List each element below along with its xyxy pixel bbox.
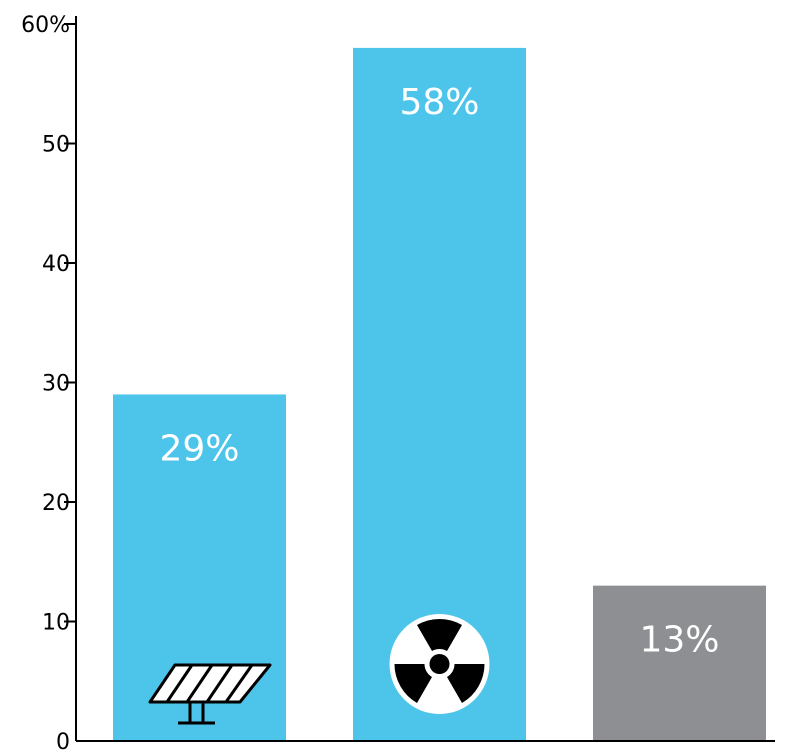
bar-icons-group [148, 614, 490, 725]
y-tick-label: 50 [42, 133, 70, 158]
y-tick-label: 0 [56, 730, 70, 751]
axes-group [75, 16, 775, 742]
bars-group [113, 47, 766, 741]
y-tick-label: 60% [21, 13, 70, 38]
solar-panel-icon [148, 663, 272, 725]
y-tick-label: 30 [42, 372, 70, 397]
bar-labels-group: 29% 58% 13% [159, 82, 719, 661]
y-ticks-group: 0 10 20 30 40 50 60% [21, 13, 76, 751]
y-tick-label: 10 [42, 611, 70, 636]
bar-value-label: 13% [639, 620, 719, 661]
bar-3 [593, 585, 766, 741]
radiation-icon [389, 614, 490, 714]
y-tick-label: 40 [42, 252, 70, 277]
bar-value-label: 58% [399, 82, 479, 123]
y-tick-label: 20 [42, 491, 70, 516]
bar-value-label: 29% [159, 428, 239, 469]
